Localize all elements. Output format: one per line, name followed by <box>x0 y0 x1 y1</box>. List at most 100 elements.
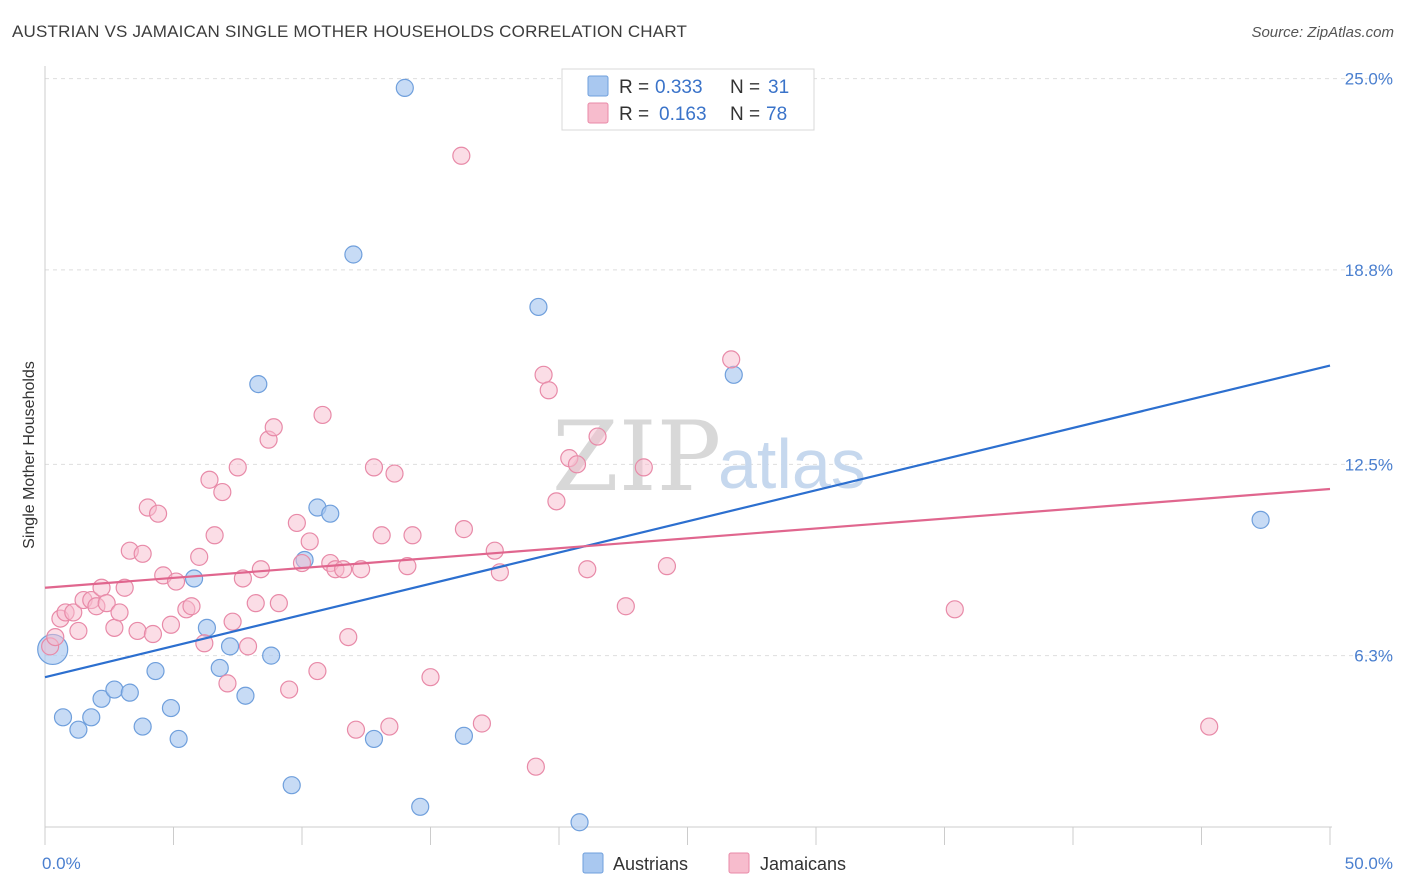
jamaican-point <box>485 541 504 560</box>
austrian-point <box>133 717 152 736</box>
bottom-legend-label-austrians: Austrians <box>613 854 688 874</box>
y-tick-label-3: 25.0% <box>1345 70 1393 89</box>
jamaican-point <box>46 628 65 647</box>
austrian-point <box>282 776 301 795</box>
y-tick-labels: 6.3% 12.5% 18.8% 25.0% <box>1345 70 1393 666</box>
jamaican-point <box>269 594 288 613</box>
jamaican-point <box>287 513 306 533</box>
austrian-point <box>184 569 204 588</box>
austrian-point <box>220 637 240 656</box>
jamaican-point <box>567 455 587 474</box>
jamaican-point <box>472 714 491 733</box>
jamaican-point <box>534 365 553 384</box>
austrian-point <box>724 365 743 384</box>
austrian-point <box>454 726 474 745</box>
austrian-point <box>197 618 217 637</box>
y-tick-label-1: 12.5% <box>1345 455 1393 474</box>
x-tick-labels: 0.0% 50.0% <box>42 854 1393 873</box>
jamaican-point <box>190 547 209 566</box>
jamaican-point <box>421 668 440 687</box>
austrian-point <box>236 686 255 705</box>
legend-n-label-austrians: N = <box>730 77 760 98</box>
jamaican-point <box>223 612 242 631</box>
watermark-atlas: atlas <box>718 425 866 503</box>
austrian-point <box>364 729 384 749</box>
austrian-point <box>120 683 139 702</box>
source-credit: Source: ZipAtlas.com <box>1251 24 1394 41</box>
legend-n-jamaicans: 78 <box>766 104 787 125</box>
jamaicans-trend-line <box>44 487 1331 589</box>
jamaican-point <box>182 597 201 616</box>
jamaican-point <box>578 560 597 579</box>
jamaican-point <box>346 720 366 739</box>
jamaican-point <box>143 624 163 644</box>
legend-n-label-jamaicans: N = <box>730 104 760 125</box>
jamaican-point <box>380 717 399 736</box>
bottom-legend-swatch-austrians <box>582 852 604 874</box>
grid-lines <box>45 78 1392 657</box>
jamaican-point <box>308 661 327 681</box>
jamaican-point <box>246 594 265 613</box>
austrian-point <box>411 797 430 816</box>
austrian-point <box>344 245 363 264</box>
jamaican-point <box>92 578 111 597</box>
jamaican-point <box>228 458 247 477</box>
bottom-legend-label-jamaicans: Jamaicans <box>760 854 846 874</box>
jamaican-point <box>385 464 404 483</box>
jamaican-point <box>398 557 417 576</box>
jamaican-point <box>69 621 88 641</box>
jamaican-point <box>539 381 558 400</box>
x-tick-label-0: 0.0% <box>42 854 81 873</box>
legend-swatch-jamaicans <box>587 102 609 124</box>
austrian-point <box>321 504 340 523</box>
jamaican-point <box>238 637 258 656</box>
jamaican-point <box>200 470 219 489</box>
jamaican-point <box>616 597 635 616</box>
jamaican-point <box>526 757 545 776</box>
jamaican-point <box>213 482 232 502</box>
bottom-legend-swatch-jamaicans <box>728 852 750 874</box>
y-tick-label-2: 18.8% <box>1345 261 1393 280</box>
jamaican-point <box>128 621 147 641</box>
austrian-point <box>210 658 229 678</box>
jamaican-point <box>148 504 168 523</box>
austrian-point <box>395 78 414 97</box>
jamaican-point <box>264 418 283 437</box>
austrian-point <box>161 698 181 718</box>
jamaican-point <box>218 674 237 693</box>
jamaican-point <box>205 526 224 545</box>
jamaican-point <box>339 628 358 647</box>
austrian-point <box>53 708 73 727</box>
austrian-point <box>92 689 111 708</box>
jamaican-point <box>403 526 422 545</box>
series-legend: Austrians Jamaicans <box>582 852 846 874</box>
jamaican-point <box>352 560 371 579</box>
jamaican-point <box>105 618 124 637</box>
x-tick-label-1: 50.0% <box>1345 854 1393 873</box>
austrians-trend-line <box>44 364 1331 679</box>
jamaican-point <box>452 146 471 165</box>
jamaican-point <box>300 532 319 551</box>
austrian-point <box>1251 510 1270 529</box>
jamaican-point <box>233 569 252 588</box>
austrian-point <box>82 708 101 727</box>
jamaican-point <box>161 615 181 634</box>
jamaican-point <box>364 458 384 477</box>
jamaican-point <box>166 572 186 591</box>
jamaican-point <box>97 594 116 613</box>
y-axis-title: Single Mother Households <box>21 361 38 549</box>
jamaican-point <box>547 492 566 511</box>
series-jamaicans <box>41 146 1219 776</box>
jamaican-point <box>722 350 741 369</box>
jamaican-point <box>372 526 391 545</box>
chart-title: AUSTRIAN VS JAMAICAN SINGLE MOTHER HOUSE… <box>12 22 688 41</box>
axes <box>44 66 1332 845</box>
jamaican-point <box>657 557 677 576</box>
legend-r-austrians: 0.333 <box>655 77 703 98</box>
jamaican-point <box>64 603 83 622</box>
jamaican-point <box>454 520 474 539</box>
jamaican-point <box>280 680 299 699</box>
jamaican-point <box>945 600 964 619</box>
austrian-point <box>105 680 124 699</box>
